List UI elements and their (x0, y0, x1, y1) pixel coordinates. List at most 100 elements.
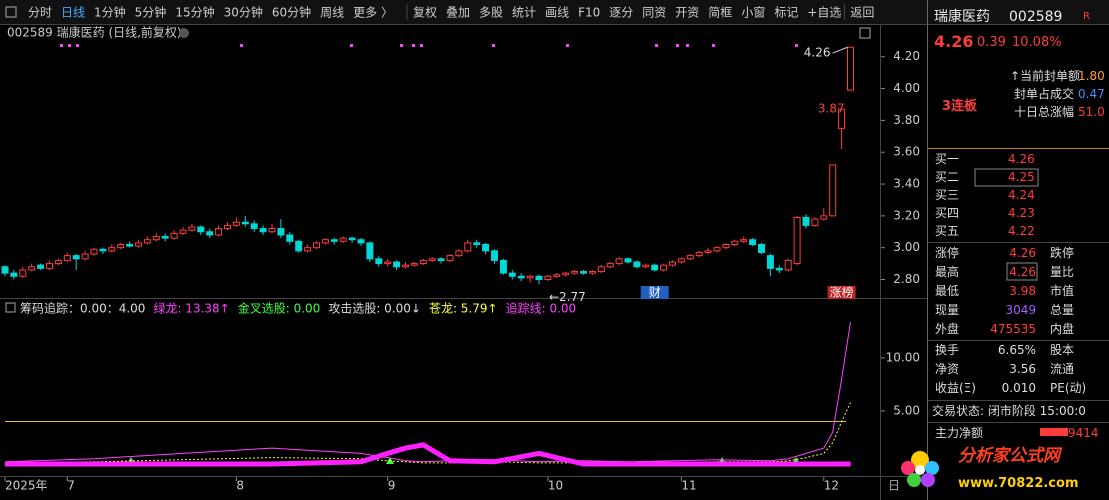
candle-body (37, 264, 45, 269)
fin-label: 股本 (1050, 343, 1075, 357)
dropdown-icon[interactable] (179, 28, 189, 38)
watermark-logo (901, 451, 939, 487)
toolbar-button[interactable]: 返回 (850, 6, 874, 20)
y-tick-label: 4.00 (893, 81, 920, 95)
x-tick-label: 11 (681, 479, 696, 493)
candle-body (838, 108, 846, 129)
candle-body (375, 258, 383, 265)
candle-body (402, 264, 409, 268)
highlight-box (1006, 262, 1038, 281)
candle-body (553, 274, 561, 277)
candle-body (642, 264, 650, 268)
candle-body (749, 239, 757, 245)
toolbar-button[interactable]: 开资 (675, 6, 699, 20)
candle-body (482, 243, 490, 252)
toolbar-button[interactable]: 统计 (512, 6, 536, 20)
toolbar-button[interactable]: 简框 (708, 6, 732, 20)
toolbar-button[interactable]: 日线 (61, 6, 85, 20)
candle-body (731, 240, 739, 245)
toolbar-button[interactable]: F10 (578, 6, 600, 20)
y-tick-label: 4.20 (893, 49, 920, 63)
stat-label: 总量 (1050, 303, 1075, 317)
toolbar-button[interactable]: 15分钟 (175, 5, 214, 20)
candle-body (571, 271, 579, 274)
indicator-line (4, 322, 851, 463)
toolbar-button[interactable]: 同资 (642, 6, 666, 20)
fin-label: PE(动) (1050, 381, 1087, 395)
stat-label: 量比 (1050, 265, 1075, 279)
toolbar-button[interactable]: 1分钟 (94, 5, 126, 20)
candle-body (775, 267, 783, 271)
chart-title: 002589 瑞康医药 (日线,前复权) (7, 25, 182, 40)
price: 4.26 (934, 32, 974, 51)
candle-body (72, 255, 80, 260)
candle-body (660, 264, 668, 271)
flow-value: 9414 (1068, 426, 1099, 440)
toolbar-button[interactable]: 小窗 (741, 6, 765, 20)
book-label: 买四 (935, 206, 960, 220)
candle-body (464, 242, 472, 252)
candle-body (108, 247, 116, 252)
candle-body (606, 263, 614, 268)
candle-body (54, 259, 62, 265)
candle-body (597, 266, 605, 273)
panel-icon[interactable] (859, 27, 871, 39)
candle-body (740, 239, 748, 242)
toolbar-button[interactable]: +自选 (807, 6, 841, 20)
top-dots (60, 44, 798, 47)
candle-body (686, 255, 694, 260)
fin-label: 流通 (1050, 362, 1075, 376)
candle-body (526, 275, 534, 279)
candle-body (241, 221, 249, 225)
marker: 财 (649, 286, 661, 300)
y-tick-label: 10.00 (886, 350, 920, 364)
trade-status: 交易状态: 闭市阶段 15:00:0 (932, 404, 1086, 418)
toolbar-button[interactable]: 逐分 (609, 6, 633, 20)
annotation: 3.87 (818, 102, 845, 116)
watermark-url: www.70822.com (958, 476, 1079, 491)
toolbar-button[interactable]: 60分钟 (272, 5, 311, 20)
period-tab[interactable]: 日 (888, 479, 900, 493)
toolbar-button[interactable]: 5分钟 (135, 5, 167, 20)
candle-body (384, 261, 392, 265)
flag: R (1083, 11, 1090, 22)
candle-body (143, 239, 151, 244)
toolbar-button[interactable]: 30分钟 (224, 5, 263, 20)
candle-body (339, 237, 347, 242)
x-tick-label: 9 (388, 479, 396, 493)
legend-entry: 攻击选股: 0.00↓ (328, 302, 421, 316)
candle-body (393, 261, 401, 268)
toolbar-button[interactable]: 叠加 (446, 6, 470, 20)
candle-body (28, 266, 36, 271)
candle-body (677, 258, 685, 263)
toolbar-button[interactable]: 多股 (479, 6, 503, 20)
toolbar-button[interactable]: 更多 〉 (353, 6, 393, 20)
candle-body (277, 228, 285, 236)
stat-label: 最低 (935, 284, 960, 298)
candle-body (161, 236, 169, 239)
book-label: 买一 (935, 152, 960, 166)
stat-value: 4.26 (1009, 246, 1036, 260)
candle-body (10, 272, 18, 277)
seal-value: 1.80 (1078, 69, 1105, 83)
toolbar-button[interactable]: 画线 (545, 6, 569, 20)
book-price: 4.25 (1008, 170, 1035, 184)
fin-label: 收益(Ξ) (935, 381, 976, 395)
fin-value: 0.010 (1001, 381, 1036, 395)
toolbar-button[interactable]: 复权 (413, 6, 437, 20)
toolbar-button[interactable]: 分时 (28, 6, 52, 20)
candle-body (802, 216, 810, 226)
candle-body (197, 226, 205, 233)
toolbar-button[interactable]: 标记 (774, 6, 798, 20)
x-tick-label: 7 (67, 479, 75, 493)
y-tick-label: 3.20 (893, 208, 920, 222)
candle-body (784, 259, 792, 271)
stat-label: 市值 (1050, 284, 1075, 298)
stat-value: 4.26 (1009, 265, 1036, 279)
book-label: 买五 (935, 224, 960, 238)
toolbar-button[interactable]: 周线 (320, 6, 344, 20)
y-tick-label: 3.40 (893, 177, 920, 191)
candle-body (117, 243, 125, 249)
seal-value: 51.0 (1078, 105, 1105, 119)
